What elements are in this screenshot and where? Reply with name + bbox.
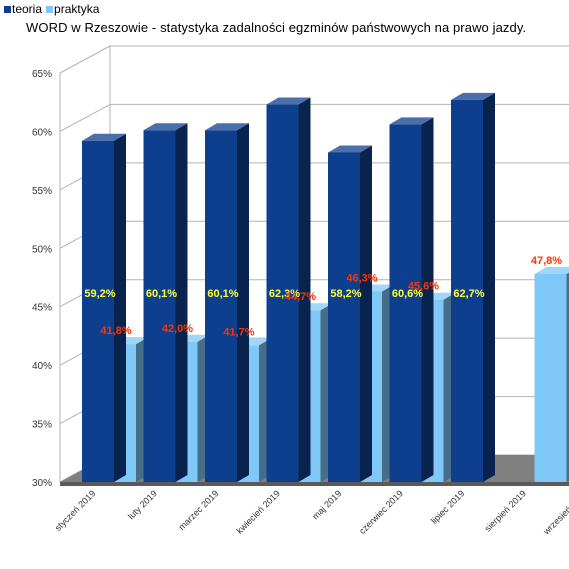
legend-swatch-praktyka	[46, 5, 54, 13]
x-tick-label: kwiecień 2019	[235, 488, 282, 535]
data-label-praktyka: 44,7%	[285, 291, 316, 303]
bar-praktyka	[534, 266, 569, 482]
gridline-side	[59, 103, 111, 132]
x-tick-label: lipiec 2019	[429, 488, 466, 525]
data-label-teoria: 62,7%	[453, 288, 484, 300]
bar-teoria	[82, 133, 126, 482]
gridline-side	[59, 45, 111, 74]
legend: teoria praktyka	[4, 2, 99, 16]
legend-item-teoria: teoria	[4, 2, 42, 16]
x-tick-label: sierpień 2019	[483, 488, 528, 533]
data-label-praktyka: 45,6%	[408, 281, 439, 293]
data-label-praktyka: 41,8%	[100, 325, 131, 337]
x-tick-label: wrzesień 2019	[541, 488, 569, 537]
y-tick-label: 40%	[32, 361, 52, 372]
bar-teoria	[389, 117, 434, 482]
x-tick-label: styczeń 2019	[53, 488, 98, 533]
y-tick-label: 45%	[32, 303, 52, 314]
chart-title: WORD w Rzeszowie - statystyka zadalności…	[26, 20, 527, 35]
bar-teoria	[205, 123, 249, 482]
data-label-praktyka: 46,3%	[346, 273, 377, 285]
legend-label-teoria: teoria	[12, 2, 43, 16]
data-label-praktyka: 41,7%	[223, 326, 254, 338]
y-tick-label: 35%	[32, 420, 52, 431]
data-label-praktyka: 42,0%	[162, 323, 193, 335]
data-label-teoria: 58,2%	[330, 288, 361, 300]
legend-item-praktyka: praktyka	[46, 2, 99, 16]
y-tick-label: 55%	[32, 186, 52, 197]
y-tick-label: 50%	[32, 244, 52, 255]
x-tick-label: czerwiec 2019	[357, 488, 405, 536]
y-tick-label: 65%	[32, 69, 52, 80]
data-label-teoria: 60,1%	[146, 288, 177, 300]
bar-teoria	[451, 92, 495, 483]
bar-teoria	[328, 145, 372, 482]
floor-front	[60, 482, 569, 486]
x-tick-label: marzec 2019	[177, 488, 221, 532]
bar-teoria	[143, 123, 188, 482]
data-label-praktyka: 47,8%	[531, 255, 562, 267]
data-label-teoria: 60,6%	[392, 288, 423, 300]
data-label-teoria: 60,1%	[207, 288, 238, 300]
x-tick-label: luty 2019	[126, 488, 159, 521]
y-tick-label: 30%	[32, 478, 52, 489]
bar-teoria	[266, 97, 311, 483]
legend-swatch-teoria	[4, 5, 11, 13]
legend-label-praktyka: praktyka	[54, 2, 100, 16]
data-label-teoria: 62,3%	[269, 288, 300, 300]
y-tick-label: 60%	[32, 127, 52, 138]
x-tick-label: maj 2019	[310, 488, 343, 521]
data-label-teoria: 59,2%	[84, 288, 115, 300]
